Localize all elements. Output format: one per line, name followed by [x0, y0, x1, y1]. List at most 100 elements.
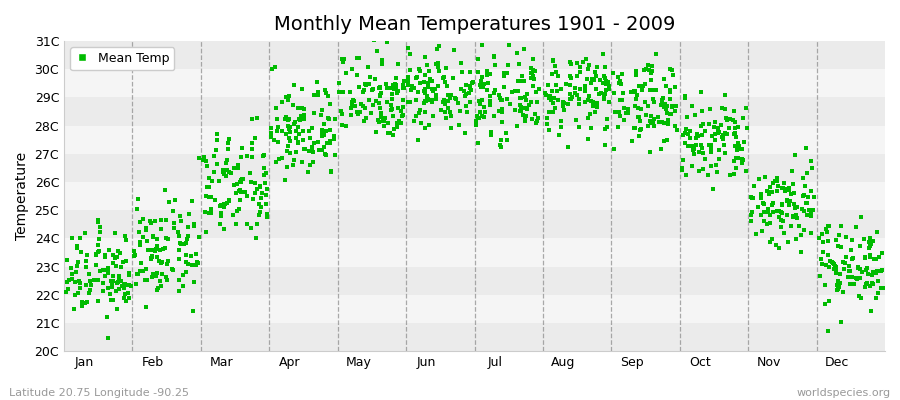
Point: [321, 115, 336, 122]
Point: [480, 86, 494, 93]
Point: [272, 156, 286, 162]
Point: [245, 116, 259, 122]
Point: [72, 277, 86, 284]
Point: [726, 117, 741, 123]
Point: [198, 158, 212, 164]
Point: [662, 96, 677, 102]
Point: [621, 108, 635, 114]
Point: [218, 201, 232, 208]
Point: [503, 101, 517, 108]
Point: [373, 93, 387, 99]
Point: [715, 134, 729, 140]
Point: [200, 184, 214, 190]
Point: [860, 280, 875, 286]
Point: [590, 100, 604, 106]
Point: [419, 62, 434, 68]
Point: [554, 86, 568, 92]
Point: [511, 61, 526, 67]
Point: [757, 209, 771, 216]
Point: [751, 203, 765, 210]
Point: [796, 227, 811, 233]
Point: [542, 126, 556, 133]
Point: [173, 213, 187, 220]
Point: [570, 60, 584, 66]
Point: [386, 131, 400, 138]
Point: [186, 221, 201, 227]
Point: [306, 159, 320, 165]
Point: [526, 56, 540, 62]
Point: [871, 290, 886, 296]
Point: [463, 85, 477, 91]
Point: [91, 236, 105, 242]
Point: [788, 151, 802, 158]
Point: [77, 230, 92, 236]
Point: [580, 66, 595, 72]
Point: [800, 169, 814, 176]
Point: [210, 147, 224, 153]
Point: [392, 104, 406, 111]
Point: [111, 279, 125, 286]
Point: [483, 132, 498, 138]
Point: [774, 209, 788, 216]
Point: [405, 82, 419, 89]
Point: [726, 131, 741, 138]
Point: [401, 82, 416, 88]
Point: [792, 223, 806, 230]
Point: [214, 201, 229, 208]
Point: [154, 226, 168, 232]
Point: [759, 174, 773, 180]
Point: [161, 258, 176, 264]
Point: [254, 194, 268, 201]
Point: [866, 238, 880, 244]
Point: [159, 234, 174, 241]
Point: [537, 90, 552, 96]
Point: [522, 102, 536, 108]
Point: [518, 46, 532, 52]
Point: [421, 68, 436, 74]
Point: [491, 92, 506, 98]
Point: [92, 248, 106, 255]
Point: [402, 51, 417, 57]
Point: [598, 91, 613, 97]
Point: [95, 287, 110, 294]
Point: [202, 175, 216, 182]
Point: [530, 118, 544, 124]
Point: [765, 188, 779, 195]
Point: [117, 295, 131, 302]
Point: [821, 328, 835, 334]
Point: [371, 117, 385, 124]
Point: [101, 285, 115, 292]
Point: [606, 70, 620, 76]
Point: [875, 267, 889, 274]
Point: [701, 172, 716, 178]
Point: [324, 169, 338, 176]
Point: [686, 143, 700, 149]
Bar: [64, 69, 885, 98]
Point: [319, 152, 333, 158]
Point: [111, 280, 125, 286]
Point: [127, 248, 141, 254]
Point: [154, 283, 168, 290]
Point: [784, 222, 798, 229]
Point: [740, 124, 754, 131]
Point: [735, 156, 750, 163]
Point: [656, 94, 670, 101]
Point: [253, 184, 267, 190]
Point: [270, 116, 284, 122]
Point: [161, 199, 176, 206]
Point: [139, 225, 153, 231]
Point: [148, 218, 163, 224]
Point: [253, 183, 267, 189]
Point: [758, 209, 772, 216]
Point: [628, 125, 643, 132]
Point: [487, 113, 501, 120]
Point: [551, 72, 565, 79]
Point: [320, 140, 334, 147]
Point: [172, 256, 186, 262]
Point: [601, 98, 616, 105]
Point: [796, 174, 811, 181]
Point: [312, 147, 327, 154]
Point: [294, 105, 309, 112]
Point: [738, 168, 752, 174]
Point: [852, 292, 867, 299]
